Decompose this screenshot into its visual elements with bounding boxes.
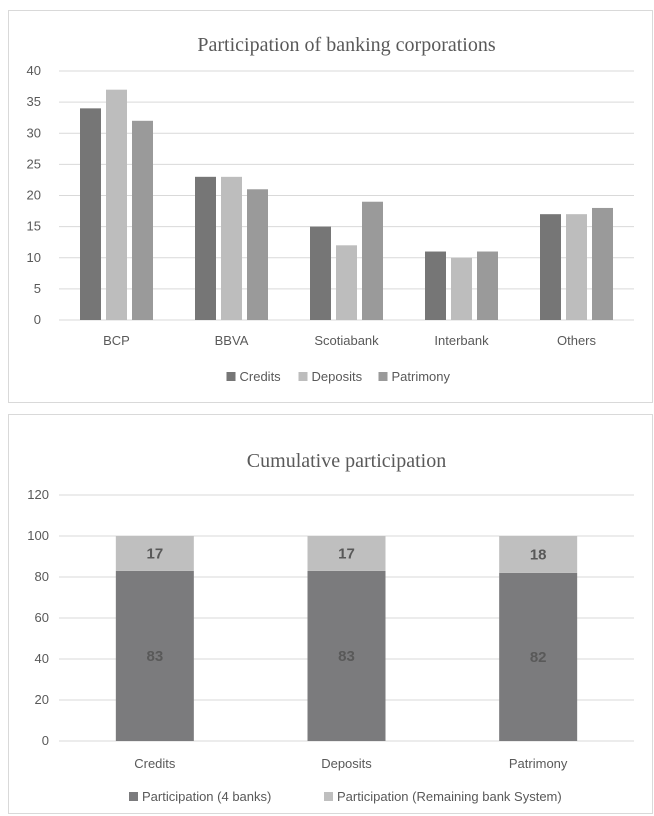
bar-deposits-bcp [106, 89, 127, 320]
y-tick-label: 60 [35, 610, 49, 625]
bar-segment-participation-remaining-bank-system-credits [115, 536, 194, 571]
bar-deposits-others [566, 214, 587, 320]
bar-segment-participation-remaining-bank-system-patrimony [499, 536, 578, 573]
bar-credits-others [540, 214, 561, 320]
legend-swatch [378, 372, 388, 381]
x-category-label: Others [557, 333, 597, 348]
y-tick-label: 20 [27, 188, 41, 203]
bar-segment-participation-4-banks-credits [115, 570, 194, 741]
cumulative-participation-chart: Cumulative participation 0 20 40 60 80 100 120 8… [8, 414, 653, 814]
bar-patrimony-bbva [247, 189, 268, 320]
bar-deposits-bbva [221, 176, 242, 320]
y-tick-label: 20 [35, 692, 49, 707]
data-label: 17 [146, 545, 163, 562]
legend-swatch [298, 372, 308, 381]
x-category-label: Interbank [434, 333, 489, 348]
bar-patrimony-scotiabank [362, 201, 383, 320]
data-label: 82 [530, 649, 547, 666]
legend-label: Participation (4 banks) [142, 789, 271, 804]
x-category-label: Patrimony [509, 756, 568, 771]
legend-swatch [324, 792, 333, 801]
x-category-label: Scotiabank [314, 333, 379, 348]
bar-patrimony-bcp [132, 120, 153, 320]
bar-credits-interbank [425, 251, 446, 320]
chart-title: Participation of banking corporations [197, 34, 495, 56]
bar-credits-bbva [195, 176, 216, 320]
bar-segment-participation-4-banks-deposits [307, 570, 386, 741]
bar-patrimony-others [592, 207, 613, 320]
y-tick-label: 15 [27, 219, 41, 234]
legend-label: Patrimony [392, 369, 451, 384]
data-label: 83 [146, 648, 163, 665]
bar-credits-scotiabank [310, 226, 331, 320]
x-category-label: Credits [134, 756, 176, 771]
grouped-bar-chart-svg: Participation of banking corporations 0 5 1… [27, 34, 634, 384]
y-tick-label: 5 [34, 281, 41, 296]
y-tick-label: 100 [27, 528, 49, 543]
y-tick-label: 40 [35, 651, 49, 666]
x-category-label: Deposits [321, 756, 372, 771]
y-tick-label: 80 [35, 569, 49, 584]
y-tick-label: 0 [34, 312, 41, 327]
legend-label: Participation (Remaining bank System) [337, 789, 562, 804]
y-tick-label: 35 [27, 94, 41, 109]
y-tick-label: 40 [27, 63, 41, 78]
bar-deposits-interbank [451, 257, 472, 320]
credits-deposits-patrimony-chart: Participation of banking corporations 0 5 1… [8, 10, 653, 403]
bar-segment-participation-4-banks-patrimony [499, 572, 578, 741]
y-tick-label: 10 [27, 250, 41, 265]
data-label: 18 [530, 546, 547, 563]
x-category-label: BCP [103, 333, 130, 348]
data-label: 83 [338, 648, 355, 665]
legend-label: Credits [240, 369, 282, 384]
stacked-bar-chart-svg: Cumulative participation 0 20 40 60 80 100 120 8… [27, 450, 634, 804]
y-tick-label: 25 [27, 156, 41, 171]
bar-deposits-scotiabank [336, 245, 357, 320]
data-label: 17 [338, 545, 355, 562]
legend-swatch [226, 372, 236, 381]
x-category-label: BBVA [215, 333, 249, 348]
y-tick-label: 120 [27, 487, 49, 502]
bar-patrimony-interbank [477, 251, 498, 320]
chart-title: Cumulative participation [247, 450, 446, 472]
legend-label: Deposits [312, 369, 363, 384]
y-tick-label: 0 [42, 733, 49, 748]
y-tick-label: 30 [27, 125, 41, 140]
legend-swatch [129, 792, 138, 801]
bar-credits-bcp [80, 108, 101, 320]
bar-segment-participation-remaining-bank-system-deposits [307, 536, 386, 571]
